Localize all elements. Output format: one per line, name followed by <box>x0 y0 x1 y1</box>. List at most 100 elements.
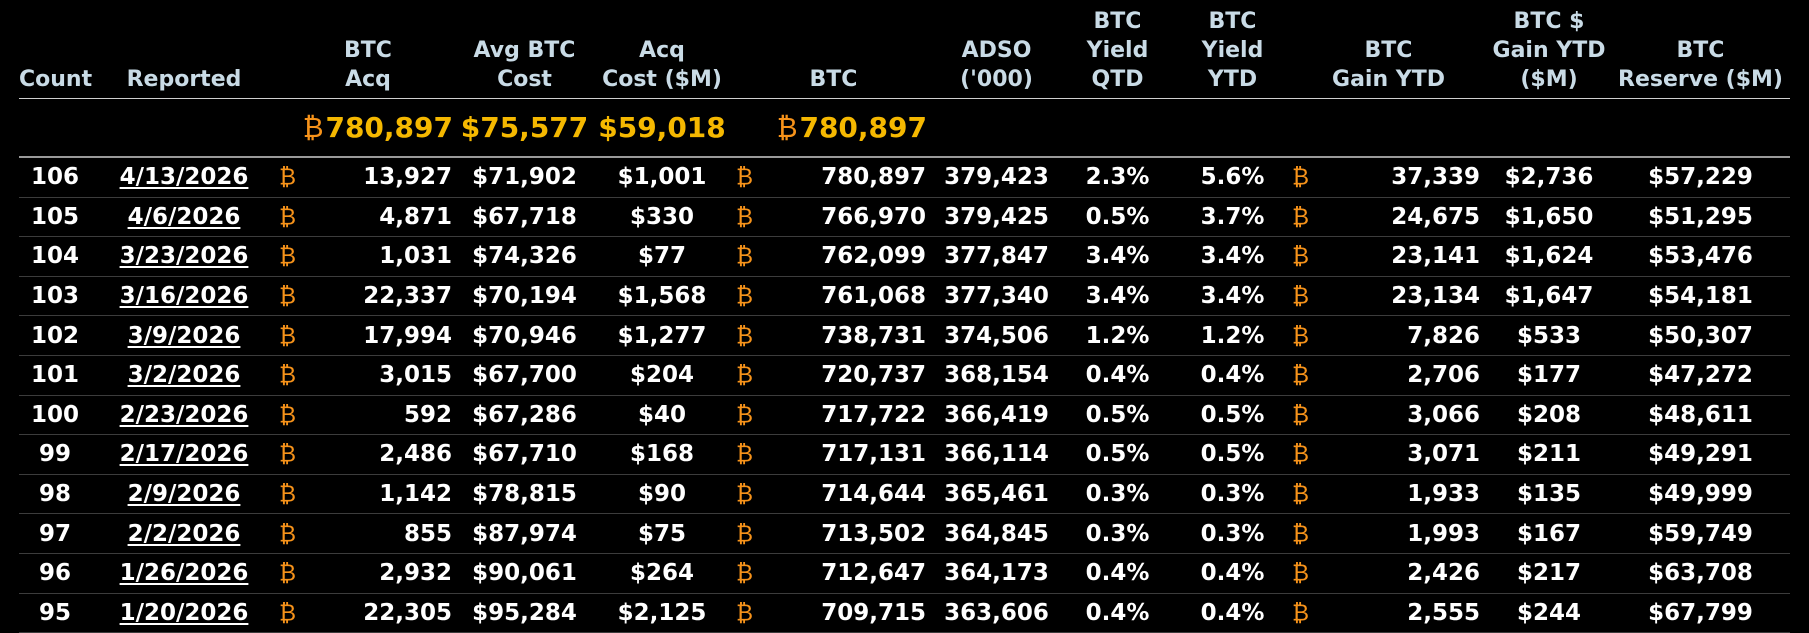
cell-reported[interactable]: 4/6/2026 <box>91 197 277 238</box>
cell-reported[interactable]: 3/16/2026 <box>91 276 277 317</box>
column-header-reported[interactable]: Reported <box>91 0 277 99</box>
cell-avg-btc-cost: $78,815 <box>459 474 590 515</box>
cell-gain-ytd: ₿ 1,933 <box>1290 474 1487 515</box>
cell-yield-ytd: 0.4% <box>1175 355 1290 396</box>
reported-date-link[interactable]: 4/13/2026 <box>119 164 249 191</box>
table-row: 97 2/2/2026 ₿ 855 $87,974 $75 ₿ 713,502 364,845 0… <box>19 513 1790 554</box>
cell-btc: ₿ 761,068 <box>734 276 933 317</box>
table-row: 103 3/16/2026 ₿ 22,337 $70,194 $1,568 ₿ 761,068… <box>19 276 1790 317</box>
bitcoin-icon: ₿ <box>279 600 297 627</box>
reported-date-link[interactable]: 3/23/2026 <box>119 243 249 270</box>
reported-date-link[interactable]: 2/2/2026 <box>127 520 241 547</box>
cell-gain-ytd: ₿ 1,993 <box>1290 513 1487 554</box>
column-header-count[interactable]: Count <box>19 0 92 99</box>
cell-reported[interactable]: 1/20/2026 <box>91 593 277 633</box>
cell-value: 1,993 <box>1407 520 1480 547</box>
column-header-adso[interactable]: ADSO ('000) <box>933 0 1060 99</box>
reported-date-link[interactable]: 3/2/2026 <box>127 362 241 389</box>
cell-reported[interactable]: 4/13/2026 <box>91 157 277 198</box>
cell-adso: 364,173 <box>933 553 1060 594</box>
cell-value: 762,099 <box>821 243 926 270</box>
cell-count: 102 <box>19 315 91 356</box>
cell-yield-ytd: 0.4% <box>1175 553 1290 594</box>
column-header-text: QTD <box>1091 67 1144 92</box>
column-header-btc-yield-ytd[interactable]: BTC Yield YTD <box>1175 0 1290 99</box>
column-header-text: YTD <box>1207 67 1258 92</box>
column-header-btc-usd-gain-ytd[interactable]: BTC $ Gain YTD ($M) <box>1487 0 1611 99</box>
cell-value: 37,339 <box>1391 164 1480 191</box>
cell-reserve: $54,181 <box>1611 276 1790 317</box>
cell-yield-ytd: 3.4% <box>1175 276 1290 317</box>
column-header-btc[interactable]: BTC <box>734 0 933 99</box>
bitcoin-icon: ₿ <box>279 362 297 389</box>
cell-acq-cost: $1,277 <box>590 315 734 356</box>
cell-adso: 379,423 <box>933 157 1060 198</box>
reported-date-link[interactable]: 1/26/2026 <box>119 560 249 587</box>
cell-yield-qtd: 0.3% <box>1060 513 1175 554</box>
cell-yield-qtd: 0.4% <box>1060 593 1175 633</box>
cell-value: 23,134 <box>1391 283 1480 310</box>
cell-gain-ytd: ₿ 37,339 <box>1290 157 1487 198</box>
bitcoin-icon: ₿ <box>1292 164 1310 191</box>
cell-yield-ytd: 3.4% <box>1175 236 1290 277</box>
cell-reported[interactable]: 3/2/2026 <box>91 355 277 396</box>
bitcoin-icon: ₿ <box>279 283 297 310</box>
cell-reported[interactable]: 3/23/2026 <box>91 236 277 277</box>
cell-value: 592 <box>403 401 452 428</box>
cell-reported[interactable]: 2/2/2026 <box>91 513 277 554</box>
cell-reported[interactable]: 2/17/2026 <box>91 434 277 475</box>
cell-btc-acq: ₿ 1,142 <box>277 474 459 515</box>
column-header-text: ($M) <box>1520 67 1578 92</box>
cell-btc: ₿ 762,099 <box>734 236 933 277</box>
column-header-btc-acq[interactable]: BTC Acq <box>277 0 459 99</box>
cell-reported[interactable]: 3/9/2026 <box>91 315 277 356</box>
bitcoin-icon: ₿ <box>736 243 754 270</box>
cell-acq-cost: $40 <box>590 395 734 436</box>
bitcoin-icon: ₿ <box>1292 362 1310 389</box>
cell-btc-acq: ₿ 4,871 <box>277 197 459 238</box>
header-row: Count Reported BTC Acq Avg BTC Cost Acq Cost ($… <box>19 0 1790 99</box>
cell-avg-btc-cost: $95,284 <box>459 593 590 633</box>
column-header-acq-cost[interactable]: Acq Cost ($M) <box>590 0 734 99</box>
reported-date-link[interactable]: 2/23/2026 <box>119 401 249 428</box>
summary-btc-acq: ₿780,897 <box>277 98 459 158</box>
cell-adso: 366,114 <box>933 434 1060 475</box>
column-header-avg-btc-cost[interactable]: Avg BTC Cost <box>459 0 590 99</box>
cell-value: 761,068 <box>821 283 926 310</box>
reported-date-link[interactable]: 1/20/2026 <box>119 599 249 626</box>
cell-usd-gain-ytd: $1,650 <box>1487 197 1611 238</box>
reported-date-link[interactable]: 3/16/2026 <box>119 283 249 310</box>
cell-count: 101 <box>19 355 91 396</box>
cell-reserve: $63,708 <box>1611 553 1790 594</box>
cell-reserve: $49,999 <box>1611 474 1790 515</box>
reported-date-link[interactable]: 3/9/2026 <box>127 322 241 349</box>
bitcoin-icon: ₿ <box>279 243 297 270</box>
reported-date-link[interactable]: 2/17/2026 <box>119 441 249 468</box>
bitcoin-icon: ₿ <box>279 323 297 350</box>
cell-count: 105 <box>19 197 91 238</box>
cell-value: 3,071 <box>1407 441 1480 468</box>
reported-date-link[interactable]: 2/9/2026 <box>127 481 241 508</box>
cell-btc: ₿ 738,731 <box>734 315 933 356</box>
cell-count: 95 <box>19 593 91 633</box>
bitcoin-icon: ₿ <box>279 441 297 468</box>
column-header-btc-yield-qtd[interactable]: BTC Yield QTD <box>1060 0 1175 99</box>
cell-yield-qtd: 3.4% <box>1060 236 1175 277</box>
cell-btc-acq: ₿ 3,015 <box>277 355 459 396</box>
cell-avg-btc-cost: $67,718 <box>459 197 590 238</box>
cell-acq-cost: $75 <box>590 513 734 554</box>
reported-date-link[interactable]: 4/6/2026 <box>127 203 241 230</box>
cell-yield-qtd: 0.5% <box>1060 434 1175 475</box>
cell-reported[interactable]: 2/23/2026 <box>91 395 277 436</box>
column-header-btc-gain-ytd[interactable]: BTC Gain YTD <box>1290 0 1487 99</box>
cell-yield-qtd: 0.5% <box>1060 197 1175 238</box>
cell-value: 717,722 <box>821 401 926 428</box>
cell-btc-acq: ₿ 17,994 <box>277 315 459 356</box>
bitcoin-icon: ₿ <box>736 481 754 508</box>
cell-reported[interactable]: 1/26/2026 <box>91 553 277 594</box>
cell-count: 97 <box>19 513 91 554</box>
column-header-btc-reserve[interactable]: BTC Reserve ($M) <box>1611 0 1790 99</box>
btc-purchases-table: Count Reported BTC Acq Avg BTC Cost Acq Cost ($… <box>19 0 1790 633</box>
cell-reported[interactable]: 2/9/2026 <box>91 474 277 515</box>
column-header-text: Yield <box>1086 38 1149 63</box>
